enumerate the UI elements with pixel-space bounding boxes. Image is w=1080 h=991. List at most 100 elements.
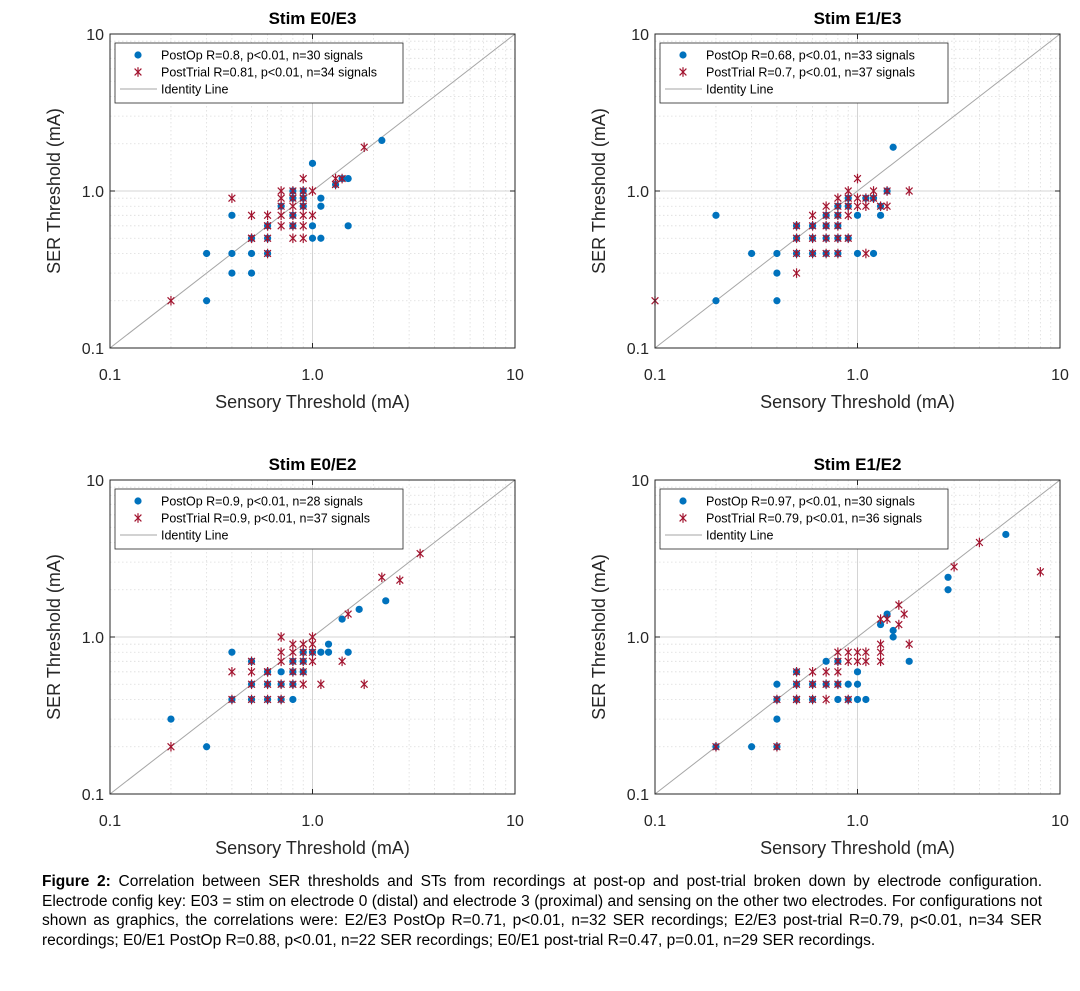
data-point-posttrial: [844, 656, 853, 667]
data-point-postop: [203, 249, 211, 258]
data-point-postop: [317, 202, 325, 210]
data-point-postop: [247, 269, 256, 277]
data-point-posttrial: [773, 741, 781, 752]
legend: PostOp R=0.9, p<0.01, n=28 signals PostTr…: [114, 488, 404, 550]
x-tick-label: 1.0: [301, 813, 323, 830]
data-point-posttrial: [289, 201, 297, 212]
data-point-posttrial: [289, 221, 297, 231]
data-point-postop: [679, 497, 687, 505]
data-point-posttrial: [416, 548, 424, 559]
x-tick-label: 10: [506, 813, 524, 830]
data-point-posttrial: [299, 173, 308, 184]
data-point-posttrial: [862, 647, 870, 658]
y-tick-label: 1.0: [627, 630, 649, 647]
data-point-posttrial: [277, 679, 285, 690]
data-point-posttrial: [895, 619, 903, 630]
x-tick-label: 1.0: [301, 367, 323, 384]
data-point-postop: [712, 297, 720, 305]
data-point-posttrial: [308, 186, 317, 196]
legend-entry: PostOp R=0.9, p<0.01, n=28 signals: [161, 495, 363, 509]
identity-line: [654, 479, 1061, 795]
data-point-posttrial: [263, 210, 272, 221]
data-point-posttrial: [396, 575, 404, 586]
data-point-posttrial: [308, 656, 317, 667]
data-point-posttrial: [773, 694, 781, 705]
data-point-posttrial: [895, 600, 903, 610]
legend-entry: PostOp R=0.68, p<0.01, n=33 signals: [706, 49, 915, 63]
data-point-posttrial: [792, 694, 801, 705]
data-point-posttrial: [247, 694, 256, 705]
data-point-posttrial: [853, 647, 862, 658]
data-point-posttrial: [228, 667, 236, 677]
legend-box: [114, 488, 404, 550]
data-point-postop: [876, 211, 885, 219]
data-point-posttrial: [822, 221, 830, 231]
data-point-posttrial: [869, 193, 878, 203]
data-point-posttrial: [905, 186, 914, 196]
data-point-posttrial: [876, 639, 885, 649]
data-point-posttrial: [277, 632, 285, 642]
data-point-posttrial: [263, 248, 272, 259]
data-point-posttrial: [228, 193, 236, 203]
data-point-posttrial: [338, 173, 346, 184]
data-point-posttrial: [247, 233, 256, 244]
data-point-posttrial: [834, 679, 842, 690]
data-point-postop: [277, 668, 285, 676]
data-point-posttrial: [876, 656, 885, 667]
data-point-posttrial: [289, 667, 297, 677]
data-point-posttrial: [808, 694, 817, 705]
data-point-postop: [822, 657, 830, 665]
data-point-postop: [853, 249, 862, 258]
data-point-posttrial: [247, 656, 256, 667]
data-point-postop: [344, 174, 352, 183]
legend-entry: PostTrial R=0.81, p<0.01, n=34 signals: [161, 66, 377, 80]
figure-charts: 0.1 1.0 10 0.1 1.0 10 Stim E0/E3 Sensory Thresh…: [44, 9, 1069, 858]
data-point-posttrial: [167, 295, 175, 306]
data-point-posttrial: [299, 647, 308, 658]
data-point-posttrial: [862, 656, 870, 667]
chart-panel-4: 0.1 1.0 10 0.1 1.0 10 Stim E1/E2 Sensory Thresh…: [589, 455, 1069, 858]
data-point-postop: [748, 249, 756, 258]
data-point-postop: [773, 680, 781, 688]
data-point-postop: [203, 743, 211, 751]
x-tick-label: 10: [1051, 813, 1069, 830]
data-point-posttrial: [822, 210, 830, 221]
y-tick-label: 0.1: [82, 787, 104, 804]
x-tick-label: 0.1: [99, 367, 121, 384]
data-point-posttrial: [679, 67, 687, 77]
data-point-posttrial: [712, 741, 720, 752]
x-tick-label: 10: [1051, 367, 1069, 384]
caption-text: Correlation between SER thresholds and S…: [42, 873, 1043, 949]
series-posttrial: [167, 142, 369, 306]
data-point-posttrial: [134, 513, 142, 523]
data-point-posttrial: [289, 656, 297, 667]
data-point-posttrial: [299, 233, 308, 244]
data-point-posttrial: [950, 561, 958, 572]
legend-box: [659, 42, 949, 104]
data-point-posttrial: [679, 513, 687, 523]
data-point-posttrial: [277, 656, 285, 667]
data-point-posttrial: [792, 679, 801, 690]
data-point-posttrial: [853, 656, 862, 667]
data-point-postop: [773, 297, 781, 305]
data-point-postop: [228, 648, 236, 656]
data-point-posttrial: [834, 201, 842, 212]
data-point-postop: [889, 633, 897, 641]
data-point-posttrial: [862, 248, 870, 259]
data-point-postop: [905, 657, 913, 665]
data-point-postop: [203, 297, 211, 305]
tick-marks: [654, 479, 1061, 795]
y-tick-label: 0.1: [82, 341, 104, 358]
x-tick-label: 0.1: [644, 813, 666, 830]
chart-title: Stim E0/E2: [269, 455, 357, 474]
data-point-posttrial: [834, 647, 842, 658]
data-point-postop: [308, 159, 317, 167]
x-axis-label: Sensory Threshold (mA): [215, 838, 410, 858]
tick-marks: [109, 479, 516, 795]
data-point-postop: [853, 695, 862, 704]
x-tick-label: 0.1: [644, 367, 666, 384]
y-axis-label: SER Threshold (mA): [589, 554, 609, 720]
data-point-postop: [382, 597, 390, 605]
data-point-posttrial: [378, 572, 386, 583]
y-axis-label: SER Threshold (mA): [44, 108, 64, 274]
